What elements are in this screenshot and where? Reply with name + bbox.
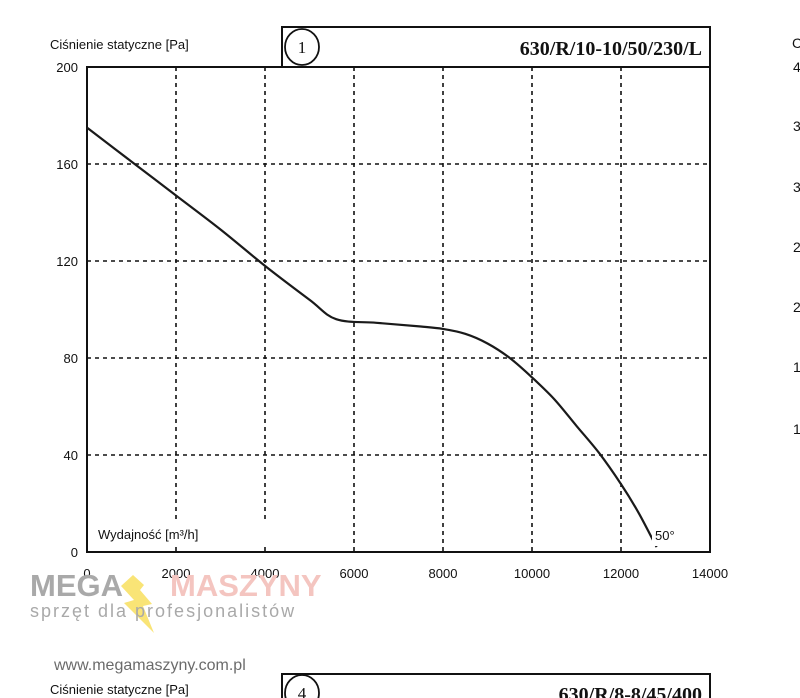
right-edge-fragment: 3 [793,118,800,134]
chart-4-title-box [281,673,711,698]
watermark-url: www.megamaszyny.com.pl [53,657,246,674]
right-edge-fragment: 2 [793,299,800,315]
y-tick-labels: 0 40 80 120 160 200 [56,60,78,560]
lightning-icon [121,575,154,633]
y-tick-label: 200 [56,60,78,75]
y-axis-label-chart-4: Ciśnienie statyczne [Pa] [50,682,189,697]
x-axis-label-bg [94,519,266,546]
chart-4-number: 4 [298,684,307,698]
series-label-bg [652,522,692,546]
series-line [86,126,658,548]
x-tick-label: 0 [83,566,90,581]
x-tick-label: 10000 [514,566,550,581]
x-tick-labels: 0 2000 4000 6000 8000 10000 12000 14000 [83,566,728,581]
x-tick-label: 6000 [340,566,369,581]
x-tick-label: 14000 [692,566,728,581]
y-tick-label: 80 [64,351,78,366]
right-edge-fragment: 1 [793,421,800,437]
y-axis-label: Ciśnienie statyczne [Pa] [50,37,189,52]
x-tick-label: 12000 [603,566,639,581]
watermark-brand-right: MASZYNY [170,568,322,603]
chart-number-circle [284,28,320,66]
x-tick-label: 2000 [162,566,191,581]
series-label: 50° [655,528,675,543]
watermark-brand-left: MEGA [30,568,123,603]
x-axis-label: Wydajność [m³/h] [98,527,198,542]
chart-4-title: 630/R/8-8/45/400 [559,684,702,698]
y-tick-label: 120 [56,254,78,269]
y-tick-label: 0 [71,545,78,560]
watermark-tagline: sprzęt dla profesjonalistów [30,601,296,621]
x-tick-label: 4000 [251,566,280,581]
chart-number: 1 [298,38,307,57]
grid-lines [87,67,710,552]
right-edge-fragment: 2 [793,239,800,255]
x-tick-label: 8000 [429,566,458,581]
right-edge-fragment: 1 [793,359,800,375]
y-tick-label: 160 [56,157,78,172]
y-tick-label: 40 [64,448,78,463]
right-edge-fragment: C [792,35,800,51]
right-edge-fragment: 4 [793,59,800,75]
chart-4-number-circle [284,674,320,698]
right-edge-fragment: 3 [793,179,800,195]
chart-title-box [281,26,711,68]
watermark-logo: MEGA MASZYNY sprzęt dla profesjonalistów… [30,568,322,674]
plot-frame [86,66,711,553]
chart-title: 630/R/10-10/50/230/L [520,38,702,60]
